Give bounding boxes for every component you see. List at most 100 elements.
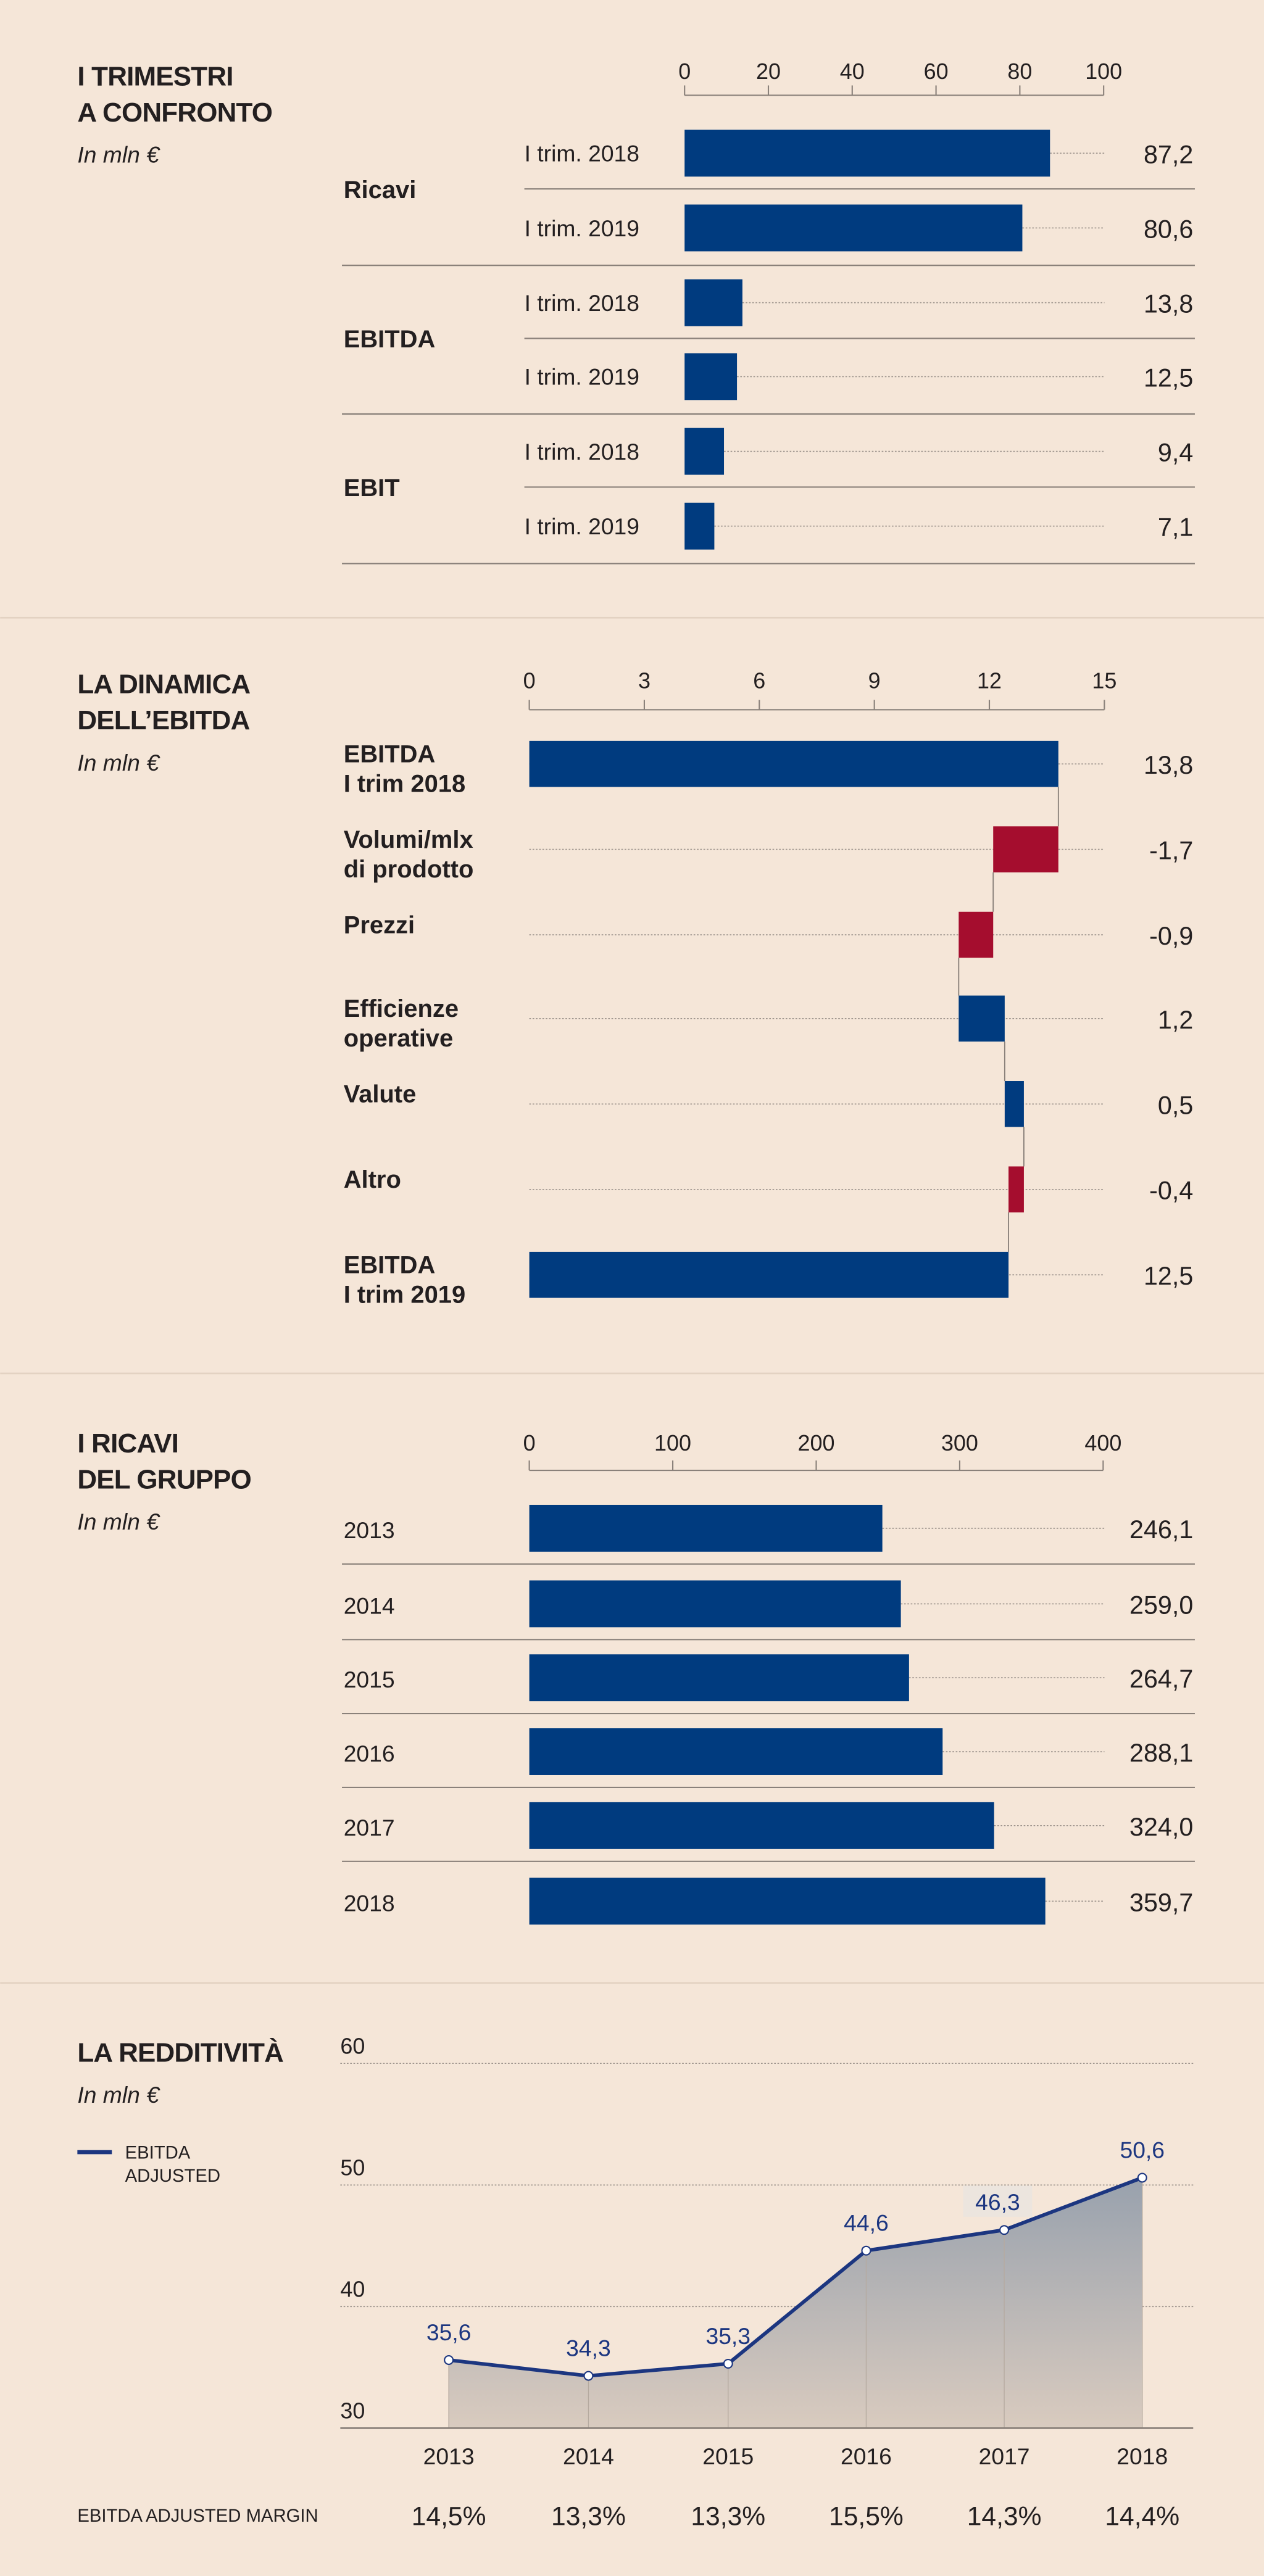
row-label: I trim 2019 [344, 1281, 466, 1308]
bar [529, 1654, 909, 1702]
bar [684, 130, 1050, 177]
chart-subtitle: In mln € [77, 1509, 160, 1534]
data-label: 35,3 [705, 2323, 750, 2349]
y-tick-label: 30 [340, 2398, 365, 2423]
bar [684, 279, 742, 326]
x-tick-label: 40 [840, 59, 865, 84]
data-point [723, 2358, 733, 2369]
x-tick-label: 300 [941, 1430, 978, 1456]
row-label: I trim. 2018 [525, 439, 639, 465]
ebitda-waterfall-chart: LA DINAMICA DELL’EBITDA In mln € 0 3 6 9 12 15 EB… [77, 668, 1193, 1309]
bar [1008, 1166, 1024, 1213]
row-label: Prezzi [344, 911, 415, 938]
area-fill [449, 2177, 1142, 2429]
margin-value: 15,5% [829, 2501, 904, 2531]
value-label: 0,5 [1158, 1091, 1193, 1119]
data-label: 46,3 [975, 2189, 1020, 2215]
bar [529, 1802, 994, 1849]
data-point [999, 2225, 1010, 2235]
category-label: 2017 [344, 1815, 395, 1841]
bar [529, 1251, 1009, 1298]
value-label: 7,1 [1158, 513, 1193, 542]
row-label: Volumi/mlx [344, 826, 473, 853]
y-tick-label: 50 [340, 2155, 365, 2180]
series-line [448, 2176, 1143, 2378]
chart-subtitle: In mln € [77, 750, 160, 776]
x-tick-label: 0 [523, 668, 536, 694]
margin-value: 14,3% [967, 2501, 1042, 2531]
x-tick-label: 100 [654, 1430, 691, 1456]
value-label: 87,2 [1144, 140, 1193, 168]
data-point [861, 2245, 871, 2256]
margin-value: 14,5% [412, 2501, 486, 2531]
chart-title: LA REDDITIVITÀ [77, 2037, 283, 2068]
value-label: 12,5 [1144, 1262, 1193, 1290]
value-label: 1,2 [1158, 1006, 1193, 1034]
chart-title: I RICAVI [77, 1428, 178, 1459]
chart-title: DELL’EBITDA [77, 705, 249, 735]
margin-row-label: EBITDA ADJUSTED MARGIN [77, 2506, 318, 2526]
value-label: 13,8 [1144, 751, 1193, 779]
bar [529, 1504, 883, 1552]
value-label: 259,0 [1129, 1591, 1193, 1619]
bar [1004, 1081, 1024, 1127]
bar [684, 502, 715, 550]
category-label: 2016 [344, 1741, 395, 1766]
data-point [1137, 2172, 1147, 2183]
x-tick-label: 12 [977, 668, 1002, 694]
y-tick-label: 40 [340, 2276, 365, 2301]
row-label: di prodotto [344, 856, 474, 883]
value-label: -0,4 [1149, 1177, 1193, 1205]
margin-value: 14,4% [1105, 2501, 1179, 2531]
bar [529, 740, 1058, 787]
y-tick-label: 60 [340, 2033, 365, 2058]
row-label: I trim 2018 [344, 770, 466, 797]
chart-title: I TRIMESTRI [77, 61, 233, 91]
data-label: 35,6 [426, 2319, 472, 2345]
legend-label: EBITDA [125, 2143, 191, 2163]
x-tick-label: 2018 [1116, 2443, 1168, 2469]
data-point [444, 2355, 454, 2366]
chart-subtitle: In mln € [77, 2082, 160, 2108]
row-label: I trim. 2018 [525, 141, 639, 167]
bar [684, 204, 1023, 252]
category-label: 2014 [344, 1592, 395, 1618]
value-label: 9,4 [1158, 439, 1193, 467]
row-label: I trim. 2019 [525, 215, 639, 241]
profitability-area-chart: LA REDDITIVITÀ In mln € EBITDA ADJUSTED 30 40… [77, 2033, 1194, 2531]
x-tick-label: 2016 [841, 2443, 892, 2469]
value-label: 264,7 [1129, 1665, 1193, 1693]
group-label: EBITDA [344, 326, 436, 353]
row-label: EBITDA [344, 740, 436, 768]
x-tick-label: 80 [1007, 59, 1032, 84]
bar [529, 1728, 943, 1775]
row-label: operative [344, 1025, 454, 1052]
category-label: 2015 [344, 1667, 395, 1692]
bar [958, 911, 994, 958]
x-tick-label: 200 [797, 1430, 834, 1456]
bar [529, 1580, 901, 1628]
value-label: -1,7 [1149, 837, 1193, 865]
data-label: 44,6 [844, 2210, 889, 2236]
x-tick-label: 2014 [563, 2443, 614, 2469]
value-label: 246,1 [1129, 1515, 1193, 1544]
x-tick-label: 60 [924, 59, 949, 84]
x-tick-label: 20 [756, 59, 781, 84]
chart-title: DEL GRUPPO [77, 1464, 251, 1494]
x-tick-label: 2017 [979, 2443, 1030, 2469]
x-tick-label: 3 [638, 668, 651, 694]
x-tick-label: 2013 [423, 2443, 475, 2469]
group-revenue-chart: I RICAVI DEL GRUPPO In mln € 0 100 200 300 400 2… [77, 1428, 1195, 1925]
value-label: -0,9 [1149, 922, 1193, 950]
x-tick-label: 2015 [702, 2443, 754, 2469]
legend-label: ADJUSTED [125, 2166, 220, 2186]
bar [529, 1878, 1046, 1925]
value-label: 359,7 [1129, 1888, 1193, 1916]
row-label: I trim. 2019 [525, 513, 639, 539]
value-label: 324,0 [1129, 1813, 1193, 1841]
x-tick-label: 0 [678, 59, 691, 84]
row-label: EBITDA [344, 1252, 436, 1279]
row-label: I trim. 2018 [525, 290, 639, 316]
bar [958, 995, 1005, 1042]
group-label: EBIT [344, 474, 400, 502]
